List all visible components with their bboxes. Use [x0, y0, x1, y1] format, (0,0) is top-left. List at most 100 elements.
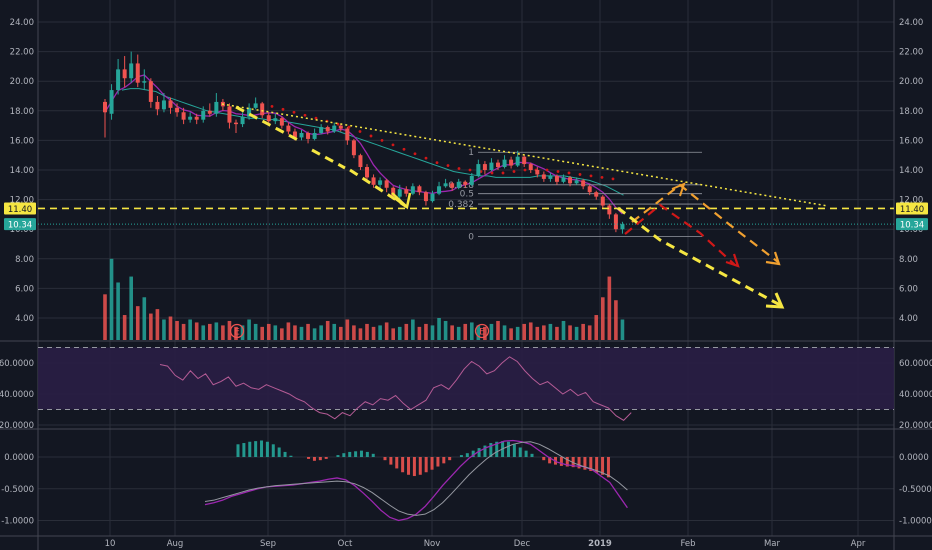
macd-tick-label-left: 0.0000	[4, 453, 34, 463]
volume-bar	[548, 323, 553, 340]
candle-body	[201, 110, 206, 120]
macd-hist-bar	[395, 457, 399, 469]
candle-body	[325, 127, 330, 132]
y-tick-label-right: 4.00	[899, 314, 918, 324]
macd-hist-bar	[242, 443, 246, 457]
volume-bar	[574, 326, 579, 340]
volume-bar	[201, 325, 206, 340]
macd-hist-bar	[601, 457, 605, 475]
ema-dot	[402, 147, 406, 151]
macd-hist-bar	[307, 457, 311, 459]
candle-body	[345, 128, 350, 141]
macd-hist-bar	[489, 443, 493, 457]
projection-red	[624, 203, 736, 266]
macd-hist-bar	[483, 445, 487, 457]
y-tick-label-left: 6.00	[15, 284, 34, 294]
macd-hist-bar	[430, 457, 434, 470]
candle-body	[456, 181, 461, 188]
ema-dot	[600, 176, 604, 179]
arrow-head	[765, 251, 781, 266]
volume-bar	[162, 319, 166, 340]
macd-hist-bar	[371, 453, 375, 457]
volume-bar	[299, 326, 304, 340]
macd-hist-bar	[260, 440, 264, 457]
candle-body	[423, 192, 428, 202]
y-tick-label-left: 8.00	[15, 255, 34, 265]
volume-bar	[325, 320, 330, 340]
candle-body	[188, 116, 193, 120]
y-tick-label-right: 8.00	[899, 255, 918, 265]
volume-bar	[319, 325, 323, 340]
rsi-band	[38, 347, 894, 410]
ema-dot	[270, 104, 274, 108]
macd-tick-label-right: -0.5000	[899, 485, 932, 495]
macd-hist-bar	[448, 457, 452, 461]
candle-body	[450, 183, 455, 188]
volume-bar	[509, 328, 513, 340]
candle-body	[391, 187, 396, 197]
ema-dot	[380, 139, 384, 142]
y-tick-label-right: 18.00	[899, 107, 923, 117]
volume-bar	[266, 323, 271, 340]
ema-dot	[435, 161, 439, 165]
price-badge-left-text: 10.34	[8, 221, 32, 231]
volume-bar	[581, 323, 585, 340]
volume-bar	[286, 322, 291, 340]
ema-dot	[501, 171, 505, 175]
candle-body	[319, 127, 324, 133]
signal-line	[204, 441, 628, 516]
volume-bar	[489, 323, 494, 340]
macd-hist-bar	[459, 455, 463, 457]
candle-body	[594, 192, 599, 197]
ema-dot	[468, 168, 472, 172]
candle-body	[175, 107, 180, 113]
candle-body	[161, 100, 166, 110]
ema-dot	[314, 116, 318, 120]
y-tick-label-left: 10.00	[10, 225, 34, 235]
volume-bar	[601, 297, 605, 340]
macd-tick-label-left: -0.5000	[1, 485, 34, 495]
candle-body	[509, 159, 514, 166]
macd-hist-bar	[442, 457, 446, 464]
candle-body	[214, 101, 219, 114]
macd-hist-bar	[512, 444, 516, 457]
candle-body	[155, 101, 160, 110]
macd-hist-bar	[606, 457, 610, 478]
volume-bar	[515, 326, 520, 340]
candle-body	[358, 155, 363, 168]
candle-body	[469, 175, 474, 185]
volume-bar	[175, 320, 179, 340]
candle-body	[600, 196, 605, 206]
y-tick-label-left: 16.00	[10, 136, 34, 146]
y-tick-label-left: 14.00	[10, 166, 34, 176]
impulse-arrow	[311, 148, 346, 170]
volume-bar	[542, 325, 546, 340]
macd-hist-bar	[577, 457, 581, 469]
candle-body	[528, 164, 533, 170]
volume-bar	[620, 319, 625, 340]
y-tick-label-right: 10.00	[899, 225, 923, 235]
x-tick-label: Nov	[424, 539, 441, 549]
ema-dot	[413, 152, 417, 156]
y-tick-label-right: 12.00	[899, 196, 923, 206]
candle-body	[371, 177, 376, 185]
impulse-arrow	[235, 105, 299, 142]
candle-body	[299, 133, 304, 138]
y-tick-label-left: 12.00	[10, 196, 34, 206]
candle-body	[116, 69, 121, 91]
x-tick-label: Oct	[338, 539, 353, 549]
macd-hist-bar	[265, 441, 269, 457]
macd-hist-bar	[236, 444, 240, 457]
x-tick-label: Aug	[167, 539, 184, 549]
volume-bar	[149, 313, 153, 340]
rsi-line	[159, 356, 632, 421]
x-tick-label: Dec	[514, 539, 531, 549]
candle-body	[365, 167, 369, 178]
candle-body	[496, 162, 500, 168]
macd-hist-bar	[471, 450, 475, 457]
y-tick-label-right: 6.00	[899, 284, 918, 294]
ema-dot	[578, 173, 582, 176]
candle-body	[548, 175, 553, 179]
